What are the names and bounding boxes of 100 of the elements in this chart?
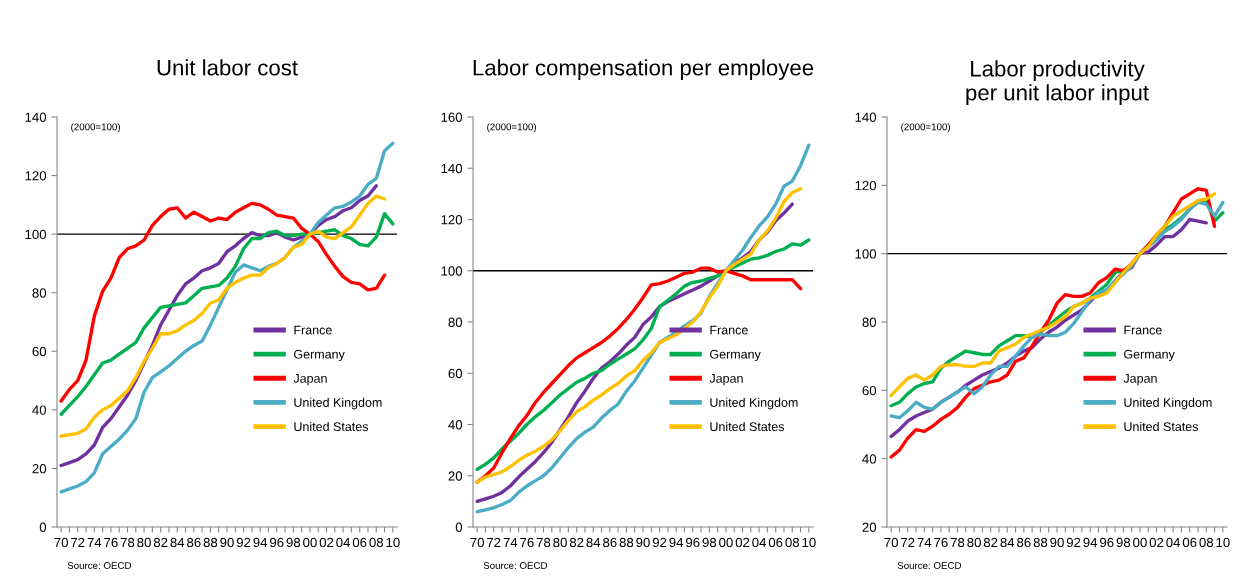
- x-tick-label: 90: [220, 537, 234, 548]
- legend-label: United Kingdom: [1124, 397, 1212, 410]
- x-tick-label: 80: [967, 537, 981, 548]
- y-tick-label: 80: [32, 288, 47, 298]
- x-tick-label: 82: [983, 537, 998, 548]
- x-tick-label: 08: [1199, 537, 1214, 548]
- legend-label: United States: [1124, 421, 1199, 432]
- x-tick-label: 74: [503, 537, 518, 547]
- x-tick-label: 88: [1033, 537, 1048, 548]
- y-tick-label: 60: [862, 385, 877, 396]
- x-tick-label: 94: [1083, 537, 1098, 548]
- y-tick-label: 140: [441, 163, 463, 174]
- y-tick-label: 20: [448, 471, 463, 481]
- x-tick-label: 90: [1050, 537, 1064, 548]
- x-tick-label: 98: [702, 537, 717, 548]
- y-tick-label: 100: [441, 266, 463, 276]
- x-tick-label: 88: [203, 537, 218, 548]
- x-tick-label: 02: [1149, 537, 1164, 548]
- legend-label: United Kingdom: [294, 397, 382, 410]
- legend-label: France: [294, 325, 332, 335]
- source-note: Source: OECD: [897, 562, 962, 569]
- x-tick-label: 78: [120, 537, 135, 548]
- y-tick-label: 40: [448, 420, 463, 430]
- x-tick-label: 98: [286, 537, 301, 548]
- x-tick-label: 96: [1100, 537, 1114, 548]
- y-tick-label: 60: [448, 368, 463, 379]
- x-tick-label: 06: [768, 537, 783, 548]
- annotation: (2000=100): [901, 123, 950, 133]
- x-tick-label: 96: [686, 537, 700, 548]
- x-tick-label: 72: [71, 537, 85, 547]
- x-tick-label: 88: [619, 537, 634, 548]
- annotation: (2000=100): [71, 123, 120, 133]
- x-tick-label: 04: [1166, 537, 1181, 548]
- x-tick-label: 80: [137, 537, 151, 548]
- x-tick-label: 94: [253, 537, 268, 548]
- y-tick-label: 120: [441, 215, 463, 225]
- y-tick-label: 80: [448, 317, 463, 327]
- x-tick-label: 74: [87, 537, 102, 547]
- x-tick-label: 72: [901, 537, 915, 547]
- y-tick-label: 140: [25, 112, 47, 122]
- legend-label: United Kingdom: [710, 397, 798, 410]
- y-tick-label: 0: [39, 522, 47, 532]
- chart-title: Labor productivity per unit labor input: [966, 60, 1149, 105]
- legend-label: United States: [294, 421, 369, 432]
- x-tick-label: 76: [934, 537, 948, 548]
- x-tick-label: 02: [735, 537, 750, 548]
- x-tick-label: 00: [303, 537, 317, 548]
- x-tick-label: 04: [336, 537, 351, 548]
- legend-label: Japan: [293, 374, 327, 386]
- x-tick-label: 02: [319, 537, 334, 548]
- legend-label: France: [1124, 325, 1162, 335]
- x-tick-label: 84: [1000, 537, 1015, 548]
- x-tick-label: 84: [586, 537, 601, 548]
- chart-title: Labor compensation per employee: [473, 59, 814, 80]
- x-tick-label: 74: [917, 537, 932, 547]
- x-tick-label: 92: [1066, 537, 1081, 548]
- legend-label: Japan: [709, 374, 743, 386]
- x-tick-label: 06: [1182, 537, 1197, 548]
- source-note: Source: OECD: [67, 562, 132, 569]
- y-tick-label: 100: [25, 229, 47, 240]
- legend-label: United States: [710, 421, 785, 432]
- legend-label: Germany: [710, 349, 761, 362]
- y-tick-label: 20: [32, 464, 47, 474]
- x-tick-label: 00: [719, 537, 733, 548]
- x-tick-label: 70: [54, 537, 68, 548]
- annotation: (2000=100): [487, 123, 536, 133]
- x-tick-label: 82: [153, 537, 168, 548]
- x-tick-label: 92: [236, 537, 251, 548]
- x-tick-label: 76: [104, 537, 118, 548]
- x-tick-label: 94: [669, 537, 684, 548]
- x-tick-label: 84: [170, 537, 185, 548]
- x-tick-label: 80: [553, 537, 567, 548]
- x-tick-label: 70: [884, 537, 898, 548]
- line-series: [59, 194, 387, 438]
- x-tick-label: 82: [569, 537, 584, 548]
- y-tick-label: 60: [32, 346, 47, 357]
- x-tick-label: 98: [1116, 537, 1131, 548]
- x-tick-label: 90: [636, 537, 650, 548]
- y-tick-label: 140: [855, 112, 877, 122]
- y-tick-label: 120: [855, 180, 877, 191]
- legend-label: France: [710, 325, 748, 335]
- x-tick-label: 86: [1017, 537, 1031, 548]
- x-tick-label: 78: [950, 537, 965, 548]
- y-tick-label: 40: [32, 405, 47, 415]
- y-tick-label: 160: [441, 112, 463, 122]
- line-series: [475, 238, 811, 472]
- x-tick-label: 86: [187, 537, 201, 548]
- x-tick-label: 04: [752, 537, 767, 548]
- legend-label: Germany: [294, 349, 345, 362]
- x-tick-label: 00: [1133, 537, 1147, 548]
- y-tick-label: 100: [855, 249, 877, 259]
- x-tick-label: 10: [1216, 537, 1230, 548]
- x-tick-label: 70: [470, 537, 484, 548]
- x-tick-label: 92: [652, 537, 667, 548]
- legend-label: Germany: [1124, 349, 1175, 362]
- y-tick-label: 20: [862, 522, 877, 532]
- y-tick-label: 120: [25, 171, 47, 181]
- x-tick-label: 08: [785, 537, 800, 548]
- chart-title: Unit labor cost: [157, 59, 298, 76]
- y-tick-label: 80: [862, 317, 877, 327]
